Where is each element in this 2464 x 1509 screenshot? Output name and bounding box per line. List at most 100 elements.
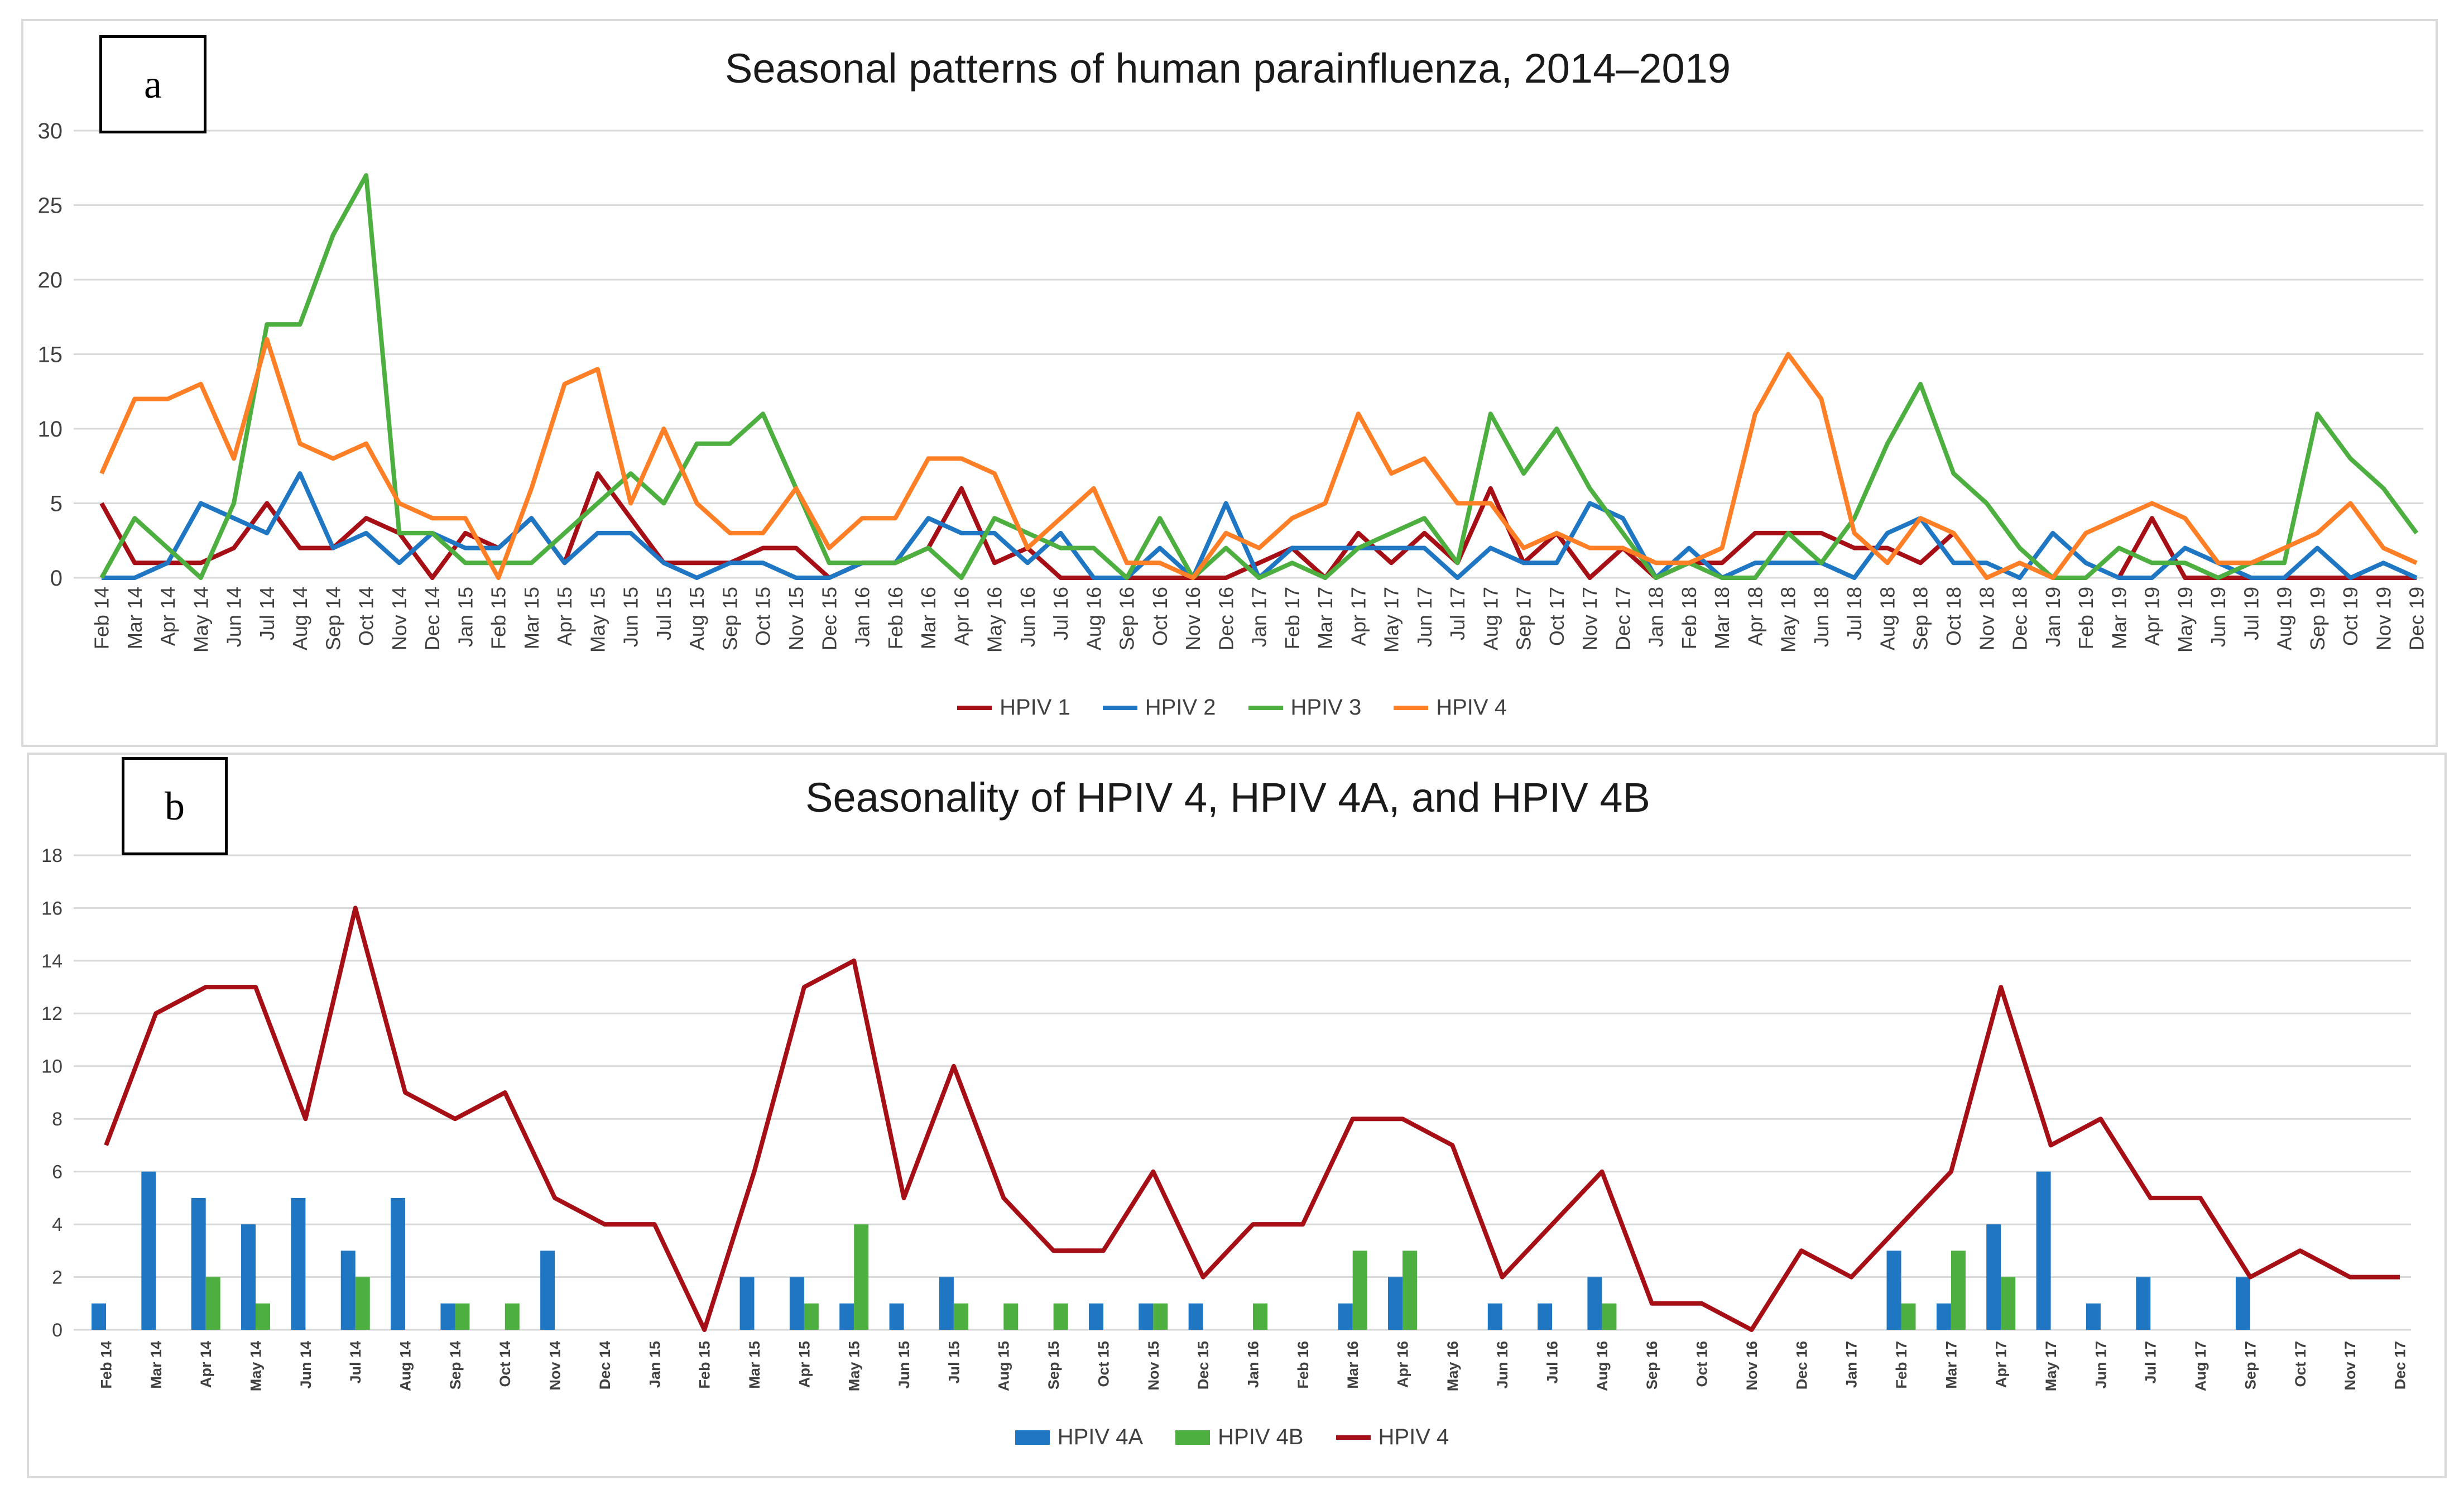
- bar-hpiv-4a-sep-14: [440, 1303, 455, 1330]
- x-tick-label: Dec 15: [818, 587, 840, 650]
- line-hpiv-4: [99, 337, 2418, 580]
- bar-hpiv-4a-nov-15: [1139, 1303, 1154, 1330]
- x-tick-label: Jun 17: [2092, 1341, 2109, 1389]
- y-tick-label: 25: [38, 194, 63, 218]
- x-tick-label: Sep 16: [1116, 587, 1139, 650]
- bar-hpiv-4a-mar-15: [739, 1277, 755, 1330]
- x-tick-label: Aug 14: [397, 1341, 414, 1391]
- x-tick-label: Dec 14: [597, 1341, 613, 1390]
- x-tick-label: Apr 14: [198, 1341, 214, 1388]
- legend-item-hpiv4b: HPIV 4B: [1175, 1425, 1304, 1450]
- x-tick-label: Nov 19: [2372, 587, 2395, 650]
- x-tick-label: Sep 16: [1644, 1341, 1660, 1390]
- legend-label-hpiv3: HPIV 3: [1290, 695, 1362, 720]
- bar-hpiv-4a-aug-16: [1587, 1277, 1602, 1330]
- x-tick-label: Jun 14: [223, 587, 246, 647]
- x-tick-label: Dec 16: [1793, 1341, 1810, 1390]
- bar-hpiv-4a-may-14: [241, 1224, 256, 1330]
- line-hpiv-4: [104, 906, 2400, 1332]
- x-tick-label: Jan 15: [454, 587, 477, 647]
- bar-hpiv-4a-mar-17: [1936, 1303, 1951, 1330]
- legend-swatch-hpiv1: [957, 705, 992, 710]
- y-tick-label: 6: [52, 1162, 63, 1183]
- x-tick-label: Oct 18: [1942, 587, 1965, 646]
- x-tick-label: Oct 15: [1095, 1341, 1112, 1387]
- x-tick-label: Aug 19: [2273, 587, 2296, 650]
- x-tick-label: Apr 19: [2141, 587, 2164, 646]
- bar-hpiv-4a-sep-17: [2235, 1277, 2250, 1330]
- x-tick-label: Jun 14: [297, 1341, 314, 1389]
- bar-hpiv-4a-apr-17: [1986, 1224, 2001, 1330]
- x-tick-label: Jan 16: [851, 587, 874, 647]
- bar-hpiv-4b-oct-14: [505, 1303, 520, 1330]
- x-tick-label: Jun 15: [619, 587, 642, 647]
- bar-hpiv-4a-jul-15: [939, 1277, 954, 1330]
- x-tick-label: Aug 17: [2192, 1341, 2209, 1391]
- x-tick-label: Nov 18: [1975, 587, 1998, 650]
- legend-label-hpiv4: HPIV 4: [1436, 695, 1507, 720]
- x-tick-label: Mar 15: [520, 587, 543, 649]
- x-tick-label: Dec 16: [1214, 587, 1237, 650]
- chart-a-legend: HPIV 1 HPIV 2 HPIV 3 HPIV 4: [0, 695, 2464, 720]
- y-tick-label: 30: [38, 119, 63, 143]
- bar-hpiv-4b-feb-17: [1901, 1303, 1916, 1330]
- x-tick-label: Sep 17: [2242, 1341, 2259, 1390]
- x-tick-label: Sep 14: [321, 587, 344, 650]
- x-tick-label: Feb 18: [1678, 587, 1701, 649]
- x-tick-label: Nov 16: [1181, 587, 1204, 650]
- legend-item-hpiv3: HPIV 3: [1248, 695, 1362, 720]
- bar-hpiv-4b-apr-16: [1402, 1251, 1418, 1330]
- bar-hpiv-4a-apr-15: [789, 1277, 804, 1330]
- y-tick-label: 10: [41, 1056, 63, 1077]
- x-tick-label: Aug 14: [289, 587, 311, 650]
- x-tick-label: Nov 15: [785, 587, 808, 650]
- y-tick-label: 4: [52, 1214, 63, 1235]
- x-tick-label: Aug 16: [1082, 587, 1105, 650]
- bar-hpiv-4b-aug-15: [1003, 1303, 1019, 1330]
- panel-a: [21, 19, 2438, 747]
- legend-label-hpiv4-line: HPIV 4: [1378, 1425, 1449, 1449]
- x-tick-label: Feb 19: [2074, 587, 2097, 649]
- x-tick-label: Mar 16: [917, 587, 940, 649]
- x-tick-label: Nov 14: [388, 587, 411, 650]
- bar-hpiv-4a-jun-16: [1487, 1303, 1502, 1330]
- x-tick-label: Jul 17: [2143, 1341, 2159, 1384]
- x-tick-label: Sep 14: [447, 1341, 464, 1390]
- x-tick-label: Apr 17: [1347, 587, 1370, 646]
- x-tick-label: Jul 18: [1843, 587, 1866, 640]
- y-tick-label: 20: [38, 268, 63, 293]
- y-tick-label: 10: [38, 417, 63, 442]
- x-tick-label: Aug 16: [1594, 1341, 1611, 1391]
- bar-hpiv-4a-feb-17: [1886, 1251, 1901, 1330]
- bar-hpiv-4b-may-15: [854, 1224, 869, 1330]
- x-tick-label: May 14: [189, 587, 212, 653]
- x-tick-label: Oct 16: [1694, 1341, 1711, 1387]
- x-tick-label: May 17: [2043, 1341, 2059, 1391]
- x-tick-label: Feb 17: [1893, 1341, 1910, 1389]
- x-tick-label: May 15: [846, 1341, 863, 1391]
- legend-item-hpiv2: HPIV 2: [1102, 695, 1216, 720]
- bar-hpiv-4a-oct-15: [1088, 1303, 1103, 1330]
- x-tick-label: Oct 17: [1545, 587, 1568, 646]
- x-tick-label: Dec 18: [2009, 587, 2031, 650]
- x-tick-label: Feb 16: [1295, 1341, 1312, 1389]
- legend-item-hpiv1: HPIV 1: [957, 695, 1070, 720]
- chart-a-title: Seasonal patterns of human parainfluenza…: [724, 45, 1731, 92]
- x-tick-label: Apr 15: [796, 1341, 813, 1388]
- x-tick-label: Sep 15: [1045, 1341, 1062, 1390]
- y-tick-label: 8: [52, 1109, 63, 1130]
- x-tick-label: Feb 15: [697, 1341, 713, 1389]
- x-tick-label: Dec 17: [2391, 1341, 2408, 1390]
- bar-hpiv-4b-may-14: [256, 1303, 271, 1330]
- y-tick-label: 15: [38, 343, 63, 367]
- x-tick-label: Sep 18: [1909, 587, 1932, 650]
- x-tick-label: Apr 15: [553, 587, 576, 646]
- x-tick-label: Jul 17: [1446, 587, 1469, 640]
- legend-item-hpiv4a: HPIV 4A: [1015, 1425, 1143, 1450]
- bar-hpiv-4a-jul-16: [1538, 1303, 1553, 1330]
- x-tick-label: Nov 14: [547, 1341, 564, 1391]
- x-tick-label: Dec 14: [421, 587, 444, 650]
- x-tick-label: Oct 17: [2292, 1341, 2309, 1387]
- x-tick-label: Feb 14: [98, 1341, 114, 1389]
